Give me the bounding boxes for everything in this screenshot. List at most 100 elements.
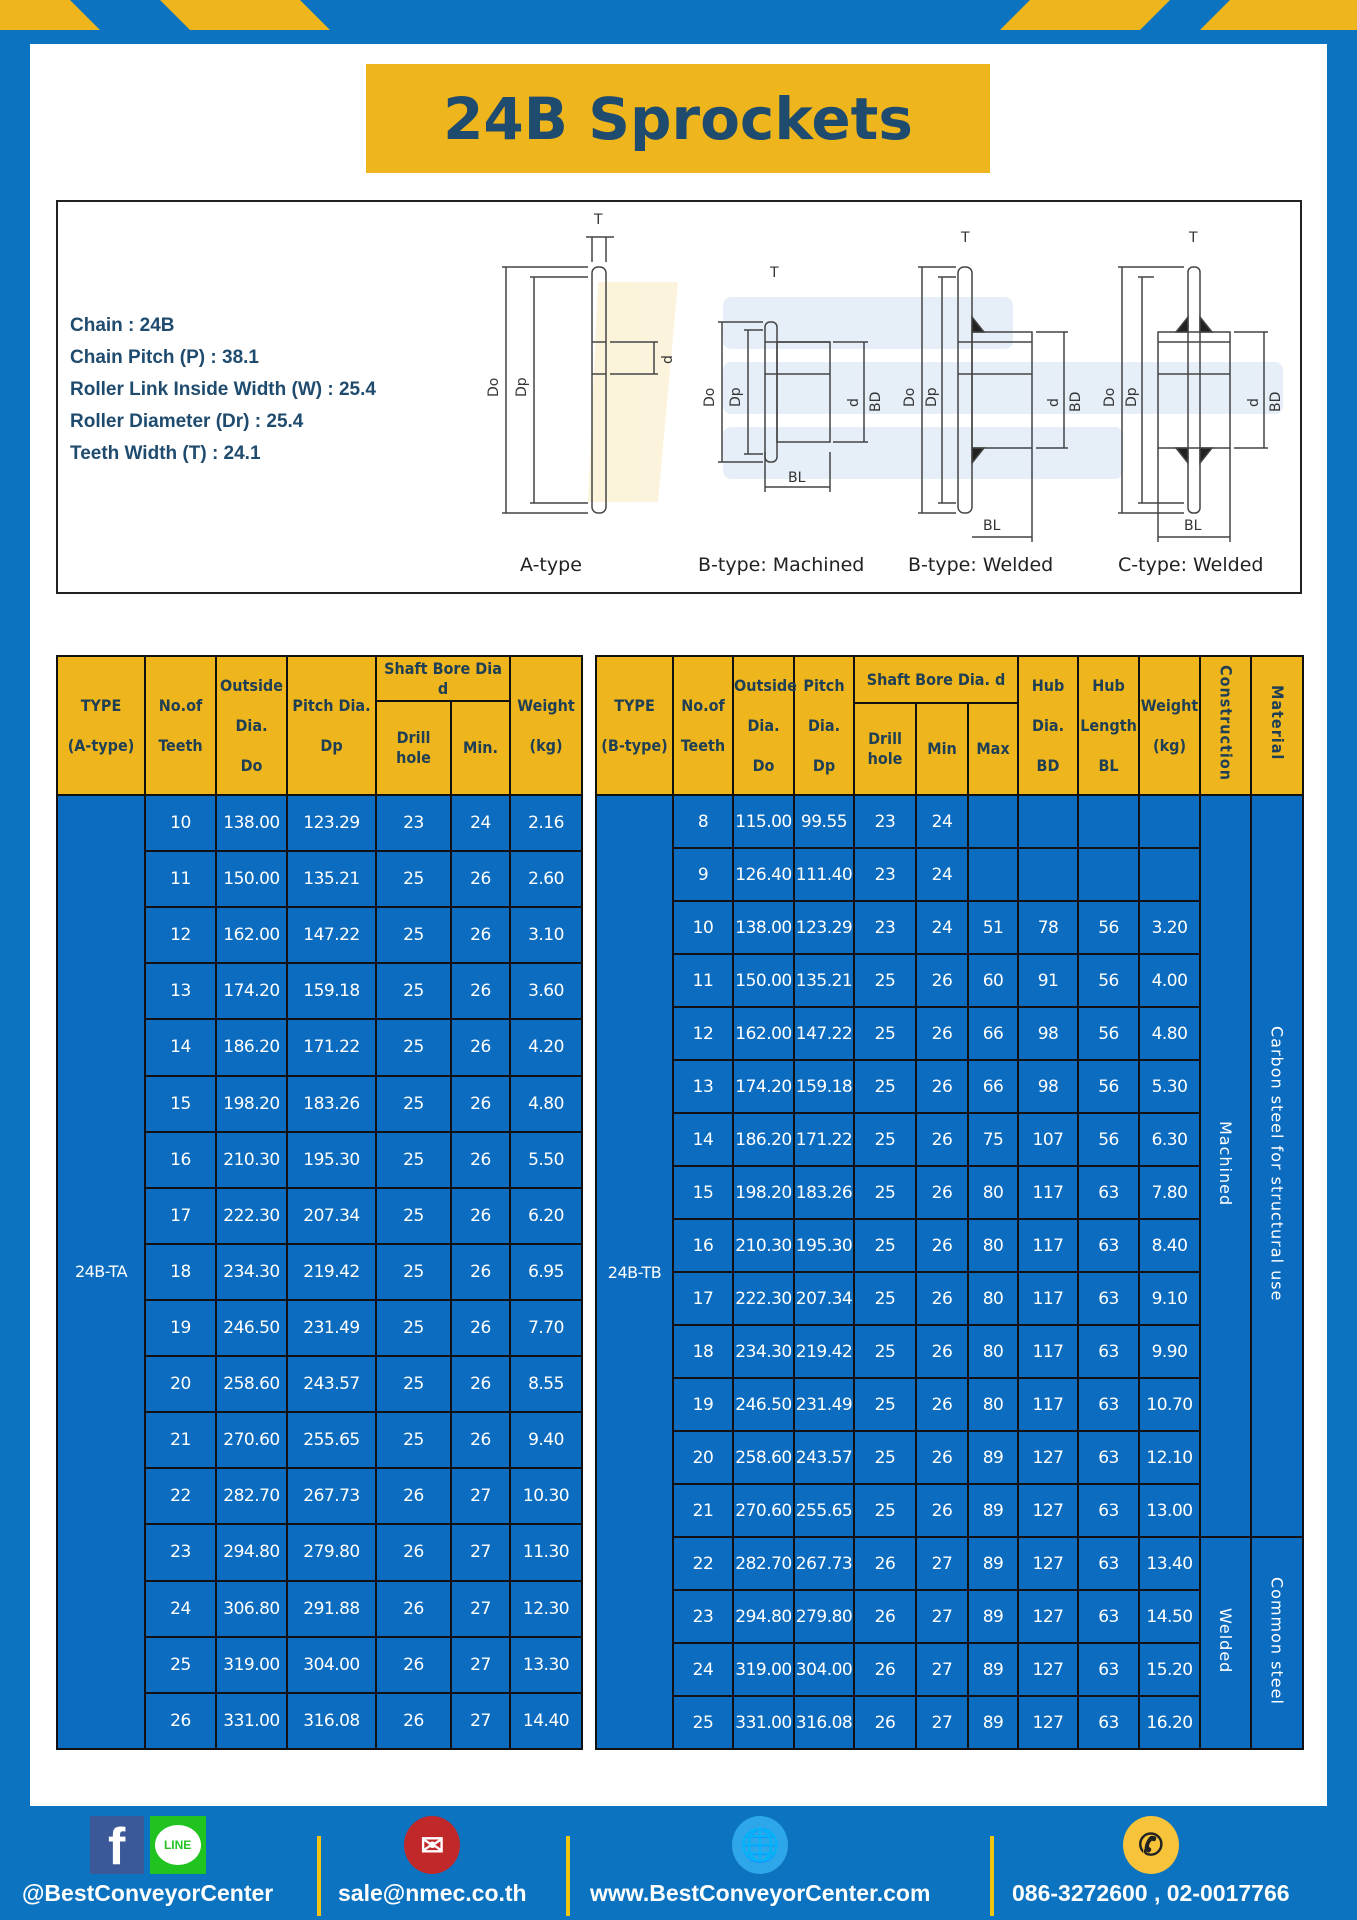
material-common-steel: Common steel xyxy=(1250,1536,1305,1750)
cell-teeth: 22 xyxy=(672,1536,734,1591)
svg-text:d: d xyxy=(660,355,676,364)
cell-pitch-dia: 279.80 xyxy=(793,1589,855,1644)
cell-drill-hole: 25 xyxy=(375,1186,452,1245)
svg-text:T: T xyxy=(769,265,779,281)
cell-weight: 5.50 xyxy=(509,1130,583,1189)
cell-min-bore: 26 xyxy=(450,906,511,965)
cell-weight: 13.30 xyxy=(509,1635,583,1694)
cell-weight: 2.60 xyxy=(509,850,583,909)
header-shaft-bore: Shaft Bore Dia d xyxy=(375,655,511,702)
cell-pitch-dia: 267.73 xyxy=(286,1467,377,1526)
table-row: 18 234.30 219.42 25 26 80 117 63 9.90 xyxy=(596,1324,1303,1379)
header-weight: Weight (kg) xyxy=(509,655,583,796)
phone-contact[interactable]: ✆ 086-3272600 , 02-0017766 xyxy=(1012,1816,1290,1907)
cell-teeth: 19 xyxy=(144,1298,217,1358)
table-row: 25 319.00 304.00 26 27 13.30 xyxy=(57,1635,583,1694)
cell-pitch-dia: 231.49 xyxy=(286,1298,377,1358)
cell-outside-dia: 331.00 xyxy=(215,1691,288,1750)
website-link[interactable]: www.BestConveyorCenter.com xyxy=(590,1880,931,1906)
cell-min-bore: 27 xyxy=(450,1691,511,1750)
cell-max-bore: 89 xyxy=(966,1589,1020,1644)
cell-hub-dia: 127 xyxy=(1017,1589,1080,1644)
spec-chain: Chain : 24B xyxy=(70,315,175,336)
cell-pitch-dia: 147.22 xyxy=(286,906,377,965)
table-row: 18 234.30 219.42 25 26 6.95 xyxy=(57,1242,583,1301)
email-link[interactable]: sale@nmec.co.th xyxy=(338,1880,527,1906)
cell-outside-dia: 294.80 xyxy=(732,1589,795,1644)
cell-outside-dia: 126.40 xyxy=(732,847,795,902)
svg-text:BD: BD xyxy=(1268,392,1284,412)
cell-teeth: 25 xyxy=(144,1635,217,1694)
table-row: 9 126.40 111.40 23 24 xyxy=(596,847,1303,902)
b-type-table: TYPE (B-type) No.of Teeth Outside Dia. Do Pi… xyxy=(595,655,1305,1750)
top-stripes xyxy=(0,0,1357,30)
cell-drill-hole: 25 xyxy=(853,1218,917,1273)
cell-pitch-dia: 135.21 xyxy=(793,953,855,1008)
construction-machined: Machined xyxy=(1199,794,1253,1538)
cell-pitch-dia: 171.22 xyxy=(286,1018,377,1077)
cell-weight: 9.40 xyxy=(509,1411,583,1470)
divider xyxy=(317,1836,321,1916)
cell-max-bore xyxy=(966,794,1020,849)
table-row: 24B-TA 10 138.00 123.29 23 24 2.16 xyxy=(56,793,583,1750)
cell-teeth: 23 xyxy=(144,1523,217,1582)
svg-text:Dp: Dp xyxy=(1124,387,1140,407)
cell-max-bore: 89 xyxy=(966,1430,1020,1485)
cell-weight: 10.70 xyxy=(1138,1377,1202,1432)
table-row: 15 198.20 183.26 25 26 80 117 63 7.80 xyxy=(596,1165,1303,1220)
cell-hub-dia: 78 xyxy=(1017,900,1080,955)
table-row: 10 138.00 123.29 23 24 51 78 56 3.20 xyxy=(596,900,1303,955)
globe-icon: 🌐 xyxy=(732,1816,789,1874)
cell-hub-dia: 117 xyxy=(1017,1218,1080,1273)
caption-c-type-welded: C-type: Welded xyxy=(1118,554,1264,576)
cell-weight: 3.10 xyxy=(509,906,583,965)
cell-weight: 13.40 xyxy=(1138,1536,1202,1591)
cell-outside-dia: 294.80 xyxy=(215,1523,288,1582)
cell-weight: 8.55 xyxy=(509,1355,583,1414)
website-contact[interactable]: 🌐 www.BestConveyorCenter.com xyxy=(590,1816,930,1907)
svg-text:Dp: Dp xyxy=(924,387,940,407)
facebook-icon[interactable]: f xyxy=(89,1816,144,1876)
cell-teeth: 24 xyxy=(144,1579,217,1638)
header-hub-dia: Hub Dia. BD xyxy=(1017,655,1080,796)
svg-text:Do: Do xyxy=(902,388,918,407)
b-type-machined-drawing: T BL Do Dp d BD xyxy=(702,265,884,492)
cell-teeth: 23 xyxy=(672,1589,734,1644)
phone-numbers[interactable]: 086-3272600 , 02-0017766 xyxy=(1012,1880,1290,1906)
table-row: 24 306.80 291.88 26 27 12.30 xyxy=(57,1579,583,1638)
header-max: Max xyxy=(966,702,1020,796)
cell-drill-hole: 26 xyxy=(853,1642,917,1697)
cell-teeth: 20 xyxy=(672,1430,734,1485)
cell-weight: 4.80 xyxy=(509,1074,583,1133)
header-shaft-bore: Shaft Bore Dia. d xyxy=(852,655,1020,704)
cell-weight: 14.50 xyxy=(1138,1589,1202,1644)
cell-outside-dia: 319.00 xyxy=(215,1635,288,1694)
social-contact[interactable]: f LINE @BestConveyorCenter xyxy=(22,1816,273,1907)
svg-text:Do: Do xyxy=(1102,388,1118,407)
spec-pitch: Chain Pitch (P) : 38.1 xyxy=(70,347,259,368)
line-icon[interactable]: LINE xyxy=(149,1816,206,1874)
cell-hub-dia: 91 xyxy=(1017,953,1080,1008)
cell-pitch-dia: 111.40 xyxy=(793,847,855,902)
cell-drill-hole: 23 xyxy=(853,847,917,902)
cell-pitch-dia: 255.65 xyxy=(793,1483,855,1538)
cell-hub-dia: 98 xyxy=(1017,1006,1080,1061)
cell-min-bore: 27 xyxy=(915,1642,969,1697)
cell-outside-dia: 174.20 xyxy=(732,1059,795,1114)
email-contact[interactable]: ✉ sale@nmec.co.th xyxy=(338,1816,527,1907)
cell-pitch-dia: 304.00 xyxy=(793,1642,855,1697)
cell-pitch-dia: 267.73 xyxy=(793,1536,855,1591)
cell-hub-dia xyxy=(1017,794,1080,849)
cell-teeth: 15 xyxy=(144,1074,217,1133)
cell-pitch-dia: 183.26 xyxy=(286,1074,377,1133)
cell-weight: 8.40 xyxy=(1138,1218,1202,1273)
cell-pitch-dia: 304.00 xyxy=(286,1635,377,1694)
cell-weight: 6.95 xyxy=(509,1242,583,1301)
cell-min-bore: 26 xyxy=(915,953,969,1008)
cell-min-bore: 26 xyxy=(450,1074,511,1133)
cell-outside-dia: 198.20 xyxy=(215,1074,288,1133)
cell-hub-dia: 117 xyxy=(1017,1271,1080,1326)
cell-drill-hole: 26 xyxy=(375,1579,452,1638)
table-row: 20 258.60 243.57 25 26 8.55 xyxy=(57,1355,583,1414)
cell-max-bore: 89 xyxy=(966,1642,1020,1697)
